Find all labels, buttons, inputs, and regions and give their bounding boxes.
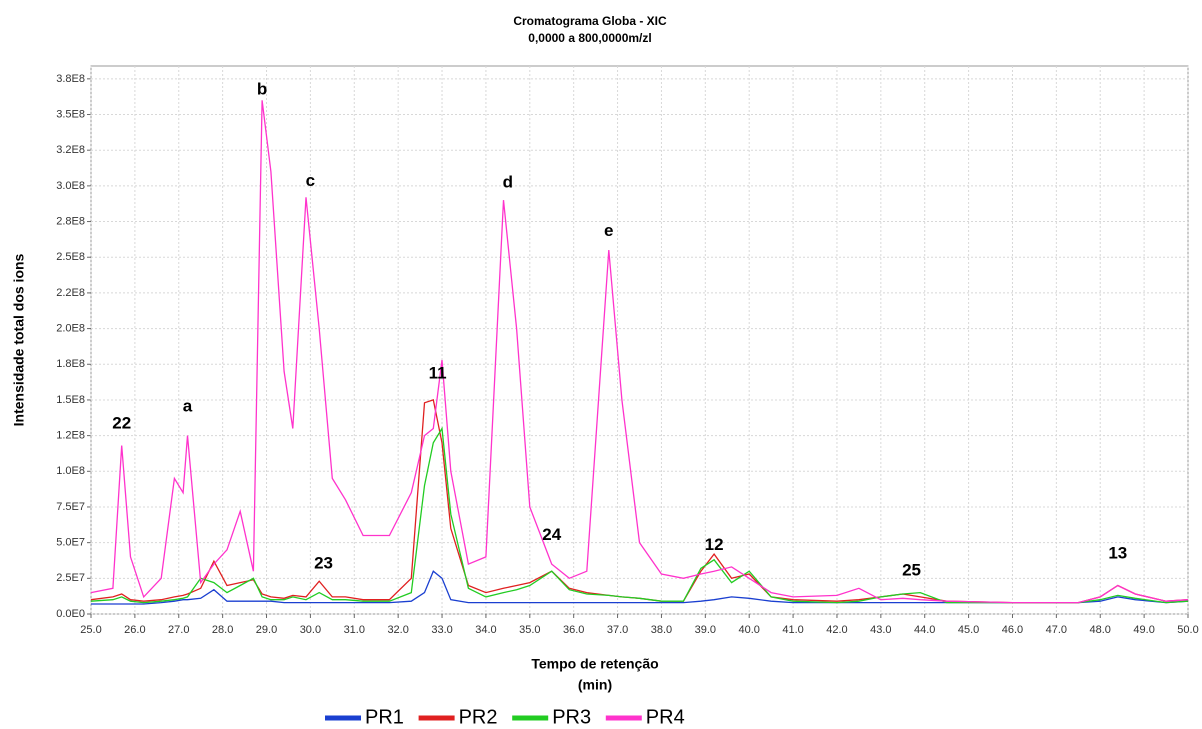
y-tick-label: 2.8E8 — [56, 215, 85, 227]
y-tick-label: 5.0E7 — [56, 537, 85, 549]
plot-area — [90, 65, 1189, 615]
legend-label: PR1 — [365, 706, 404, 728]
x-tick-label: 47.0 — [1046, 624, 1067, 636]
chart-title: Cromatograma Globa - XIC — [513, 14, 667, 28]
x-tick-label: 31.0 — [344, 624, 365, 636]
x-tick-label: 48.0 — [1090, 624, 1111, 636]
series-line — [90, 100, 1189, 604]
x-tick-label: 27.0 — [168, 624, 189, 636]
x-tick-label: 38.0 — [651, 624, 672, 636]
y-axis-label: Intensidade total dos ions — [11, 253, 27, 426]
x-axis-label: Tempo de retenção — [531, 656, 658, 672]
legend-label: PR2 — [459, 706, 498, 728]
x-tick-label: 39.0 — [695, 624, 716, 636]
x-tick-label: 25.0 — [80, 624, 101, 636]
y-tick-label: 0.0E0 — [56, 608, 85, 620]
peak-label: b — [257, 80, 267, 99]
y-tick-label: 2.5E8 — [56, 251, 85, 263]
x-tick-label: 32.0 — [387, 624, 408, 636]
x-tick-label: 46.0 — [1002, 624, 1023, 636]
chart-subtitle: 0,0000 a 800,0000m/zl — [528, 31, 651, 45]
peak-label: a — [183, 397, 193, 416]
y-tick-label: 1.8E8 — [56, 358, 85, 370]
x-tick-label: 41.0 — [782, 624, 803, 636]
legend-label: PR4 — [646, 706, 685, 728]
peak-label: 11 — [429, 364, 447, 383]
peak-label: 12 — [705, 535, 724, 554]
y-tick-label: 3.8E8 — [56, 73, 85, 85]
x-tick-label: 34.0 — [475, 624, 496, 636]
x-tick-label: 36.0 — [563, 624, 584, 636]
x-tick-label: 50.0 — [1177, 624, 1198, 636]
peak-label: e — [604, 221, 613, 240]
peak-label: d — [503, 173, 513, 192]
y-tick-label: 1.2E8 — [56, 430, 85, 442]
y-tick-label: 3.5E8 — [56, 108, 85, 120]
peak-label: 22 — [112, 414, 131, 433]
x-tick-label: 42.0 — [826, 624, 847, 636]
x-tick-label: 33.0 — [431, 624, 452, 636]
series-line — [91, 570, 1189, 605]
x-tick-label: 37.0 — [607, 624, 628, 636]
y-tick-label: 1.5E8 — [56, 394, 85, 406]
x-tick-label: 44.0 — [914, 624, 935, 636]
y-tick-label: 2.2E8 — [56, 287, 85, 299]
x-tick-label: 35.0 — [519, 624, 540, 636]
y-tick-label: 3.2E8 — [56, 144, 85, 156]
y-tick-label: 1.0E8 — [56, 465, 85, 477]
peak-label: 24 — [542, 525, 561, 544]
y-tick-label: 7.5E7 — [56, 501, 85, 513]
x-tick-label: 30.0 — [300, 624, 321, 636]
x-tick-label: 49.0 — [1133, 624, 1154, 636]
peak-label: c — [306, 171, 315, 190]
x-tick-label: 45.0 — [958, 624, 979, 636]
y-tick-label: 3.0E8 — [56, 180, 85, 192]
peak-label: 25 — [902, 561, 921, 580]
x-tick-label: 40.0 — [738, 624, 759, 636]
x-tick-label: 26.0 — [124, 624, 145, 636]
peak-label: 23 — [314, 554, 333, 573]
legend-label: PR3 — [552, 706, 591, 728]
x-tick-label: 28.0 — [212, 624, 233, 636]
y-tick-label: 2.0E8 — [56, 322, 85, 334]
x-tick-label: 43.0 — [870, 624, 891, 636]
x-axis-unit: (min) — [578, 677, 612, 693]
x-tick-label: 29.0 — [256, 624, 277, 636]
y-tick-label: 2.5E7 — [56, 572, 85, 584]
series-line — [90, 426, 1189, 604]
peak-label: 13 — [1108, 544, 1127, 563]
